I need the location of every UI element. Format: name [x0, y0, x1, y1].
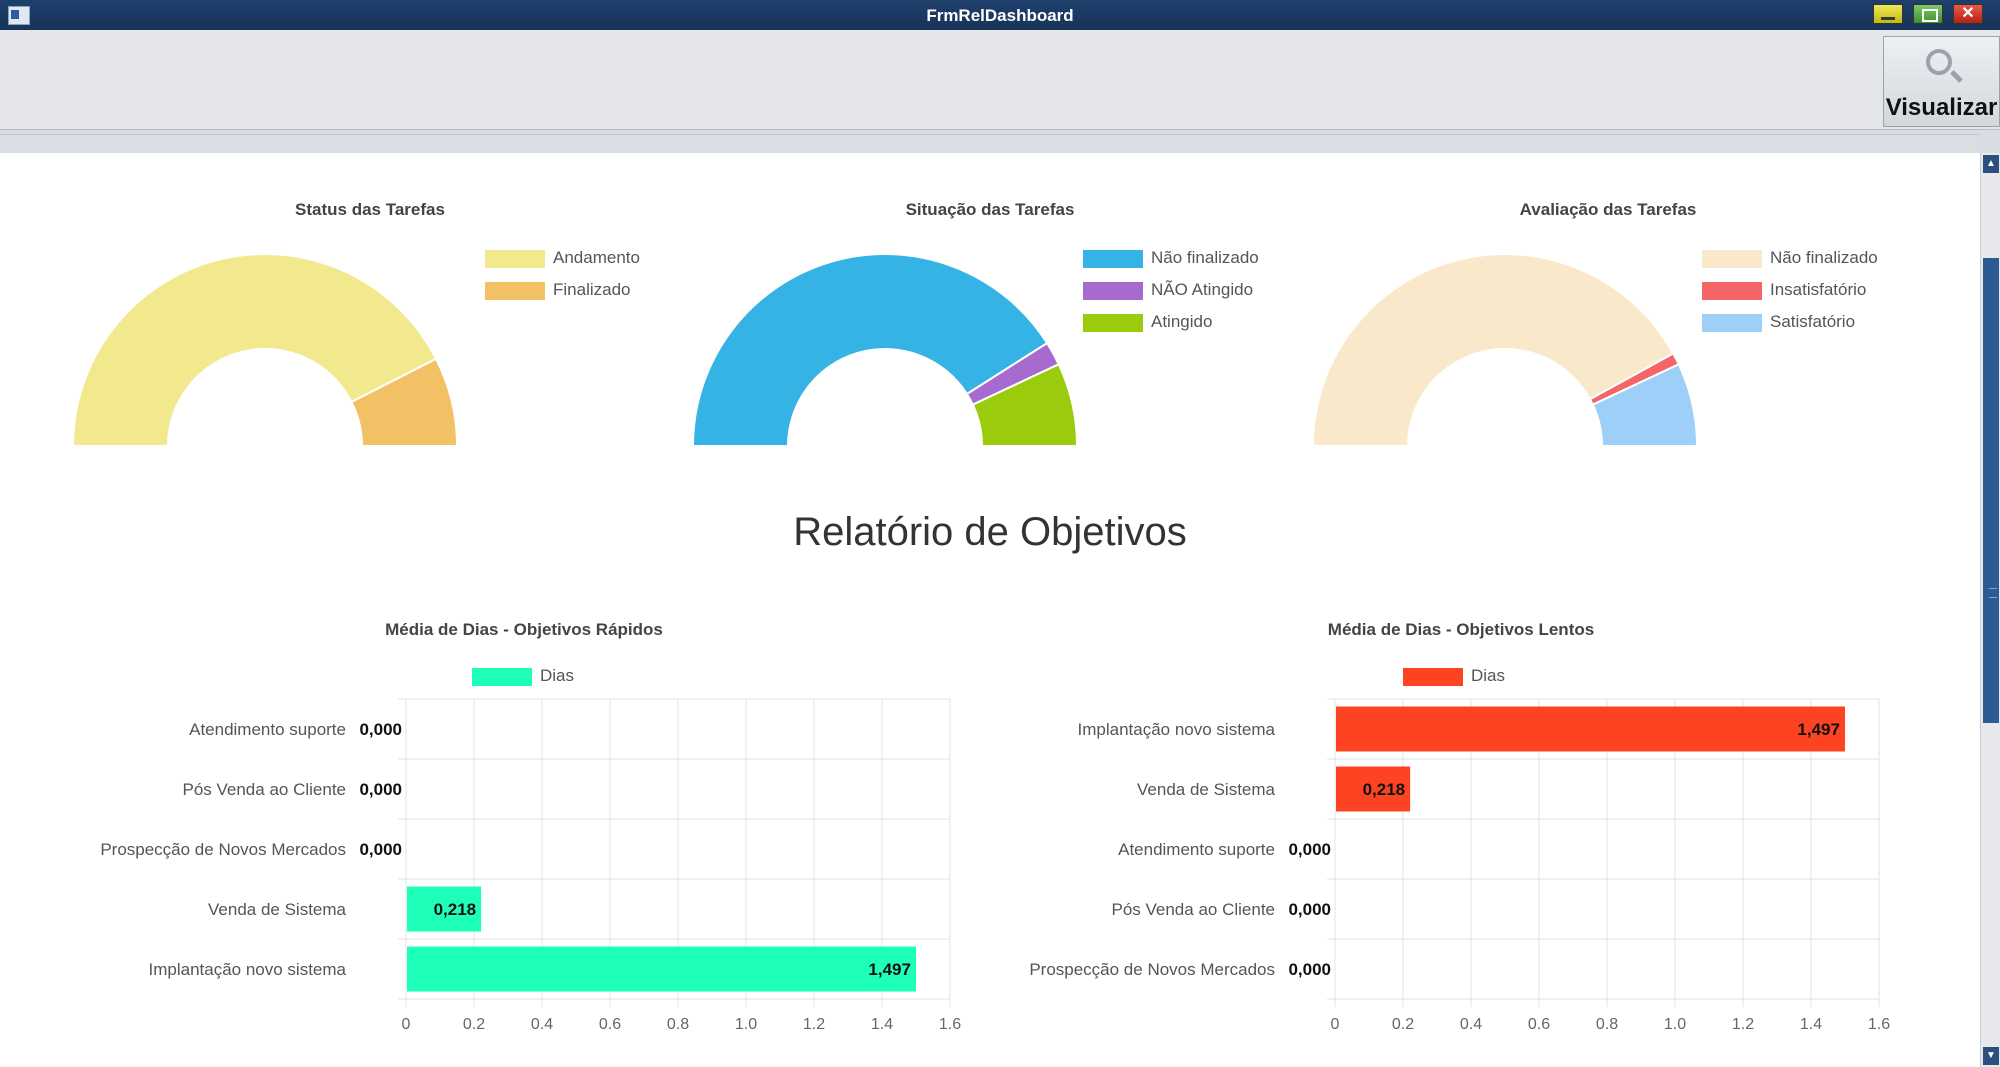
- slice-aval-nao-finalizado: [1311, 253, 1675, 447]
- rapidos-category-label: Atendimento suporte: [189, 720, 346, 739]
- report-content: Status das Tarefas Situação das Tarefas …: [0, 153, 1980, 1067]
- legend-swatch-andamento: [485, 250, 545, 268]
- lentos-category-label: Pós Venda ao Cliente: [1111, 900, 1275, 919]
- rapidos-value-label: 0,218: [434, 900, 477, 919]
- rapidos-x-tick-label: 0.4: [531, 1016, 553, 1033]
- vertical-scrollbar[interactable]: ▲ ▼: [1980, 153, 2000, 1067]
- content-header-strip: [0, 134, 1980, 155]
- legend-label-aval-nao-finalizado: Não finalizado: [1770, 248, 1878, 267]
- toolbar: [0, 30, 2000, 130]
- lentos-bar-chart: 0 0.2 0.4 0.6 0.8 1.0 1.2 1.4 1.6 Implantação nov…: [1029, 698, 1890, 1033]
- status-doughnut-chart: [71, 253, 459, 447]
- rapidos-x-tick-label: 0: [402, 1016, 411, 1033]
- lentos-x-tick-label: 0: [1331, 1016, 1340, 1033]
- legend-swatch-satisfatorio: [1702, 314, 1762, 332]
- legend-swatch-finalizado: [485, 282, 545, 300]
- lentos-category-label: Venda de Sistema: [1137, 780, 1276, 799]
- rapidos-x-tick-label: 1.4: [871, 1016, 893, 1033]
- rapidos-value-label: 0,000: [359, 720, 402, 739]
- rapidos-bar-chart: 0 0.2 0.4 0.6 0.8 1.0 1.2 1.4 1.6 Atendimento sup…: [100, 698, 961, 1033]
- visualizar-button[interactable]: Visualizar: [1883, 36, 2000, 127]
- lentos-category-label: Implantação novo sistema: [1078, 720, 1276, 739]
- chart-title-avaliacao: Avaliação das Tarefas: [1519, 200, 1697, 219]
- lentos-x-tick-label: 1.4: [1800, 1016, 1822, 1033]
- slice-finalizado: [350, 357, 459, 447]
- rapidos-x-tick-label: 1.2: [803, 1016, 825, 1033]
- rapidos-value-label: 0,000: [359, 780, 402, 799]
- rapidos-category-label: Prospecção de Novos Mercados: [100, 840, 346, 859]
- scroll-down-button[interactable]: ▼: [1983, 1047, 1999, 1065]
- avaliacao-doughnut-chart: [1311, 253, 1699, 447]
- rapidos-category-label: Pós Venda ao Cliente: [182, 780, 346, 799]
- rapidos-bar: [407, 886, 482, 932]
- report-title: Relatório de Objetivos: [793, 510, 1187, 554]
- slice-nao-finalizado: [691, 253, 1049, 447]
- lentos-value-label: 1,497: [1797, 720, 1840, 739]
- lentos-value-label: 0,000: [1288, 840, 1331, 859]
- legend-label-dias-rapidos: Dias: [540, 666, 575, 685]
- legend-swatch-dias-rapidos: [472, 668, 532, 686]
- situacao-doughnut-chart: [691, 253, 1079, 447]
- rapidos-value-label: 0,000: [359, 840, 402, 859]
- window-title: FrmRelDashboard: [926, 6, 1074, 25]
- minimize-button[interactable]: [1873, 4, 1903, 24]
- legend-swatch-atingido: [1083, 314, 1143, 332]
- slice-atingido: [971, 362, 1079, 447]
- chart-title-status: Status das Tarefas: [295, 200, 445, 219]
- rapidos-x-tick-label: 0.2: [463, 1016, 485, 1033]
- lentos-value-label: 0,000: [1288, 900, 1331, 919]
- magnifier-icon: [1926, 49, 1952, 75]
- lentos-x-tick-label: 1.0: [1664, 1016, 1686, 1033]
- scroll-thumb[interactable]: [1983, 258, 1999, 723]
- rapidos-x-tick-label: 0.8: [667, 1016, 689, 1033]
- lentos-x-tick-label: 0.6: [1528, 1016, 1550, 1033]
- legend-label-finalizado: Finalizado: [553, 280, 631, 299]
- lentos-bar: [1336, 766, 1411, 812]
- lentos-x-tick-label: 1.2: [1732, 1016, 1754, 1033]
- scroll-grip-icon: [1989, 588, 1997, 598]
- legend-label-dias-lentos: Dias: [1471, 666, 1506, 685]
- legend-label-nao-finalizado: Não finalizado: [1151, 248, 1259, 267]
- chart-title-situacao: Situação das Tarefas: [905, 200, 1075, 219]
- legend-label-insatisfatorio: Insatisfatório: [1770, 280, 1867, 299]
- lentos-value-label: 0,000: [1288, 960, 1331, 979]
- rapidos-x-tick-label: 1.6: [939, 1016, 961, 1033]
- slice-satisfatorio: [1591, 362, 1699, 447]
- lentos-value-label: 0,218: [1363, 780, 1406, 799]
- rapidos-category-label: Implantação novo sistema: [149, 960, 347, 979]
- window-titlebar: FrmRelDashboard ✕: [0, 0, 2000, 30]
- lentos-x-tick-label: 0.8: [1596, 1016, 1618, 1033]
- lentos-x-tick-label: 1.6: [1868, 1016, 1890, 1033]
- legend-label-nao-atingido: NÃO Atingido: [1151, 280, 1254, 299]
- lentos-x-tick-label: 0.4: [1460, 1016, 1482, 1033]
- close-button[interactable]: ✕: [1953, 4, 1983, 24]
- rapidos-value-label: 1,497: [868, 960, 911, 979]
- rapidos-x-tick-label: 1.0: [735, 1016, 757, 1033]
- legend-swatch-nao-atingido: [1083, 282, 1143, 300]
- lentos-category-label: Prospecção de Novos Mercados: [1029, 960, 1275, 979]
- chart-title-lentos: Média de Dias - Objetivos Lentos: [1327, 620, 1595, 639]
- visualizar-label: Visualizar: [1885, 94, 1998, 121]
- chart-title-rapidos: Média de Dias - Objetivos Rápidos: [385, 620, 663, 639]
- app-icon[interactable]: [8, 6, 30, 25]
- legend-label-satisfatorio: Satisfatório: [1770, 312, 1856, 331]
- legend-swatch-aval-nao-finalizado: [1702, 250, 1762, 268]
- lentos-x-tick-label: 0.2: [1392, 1016, 1414, 1033]
- legend-swatch-dias-lentos: [1403, 668, 1463, 686]
- scroll-up-button[interactable]: ▲: [1983, 155, 1999, 173]
- legend-label-atingido: Atingido: [1151, 312, 1213, 331]
- slice-andamento: [71, 253, 438, 447]
- rapidos-category-label: Venda de Sistema: [208, 900, 347, 919]
- lentos-category-label: Atendimento suporte: [1118, 840, 1275, 859]
- legend-label-andamento: Andamento: [553, 248, 640, 267]
- legend-swatch-insatisfatorio: [1702, 282, 1762, 300]
- rapidos-bar: [407, 946, 916, 992]
- rapidos-x-tick-label: 0.6: [599, 1016, 621, 1033]
- lentos-bar: [1336, 706, 1845, 752]
- legend-swatch-nao-finalizado: [1083, 250, 1143, 268]
- maximize-button[interactable]: [1913, 4, 1943, 24]
